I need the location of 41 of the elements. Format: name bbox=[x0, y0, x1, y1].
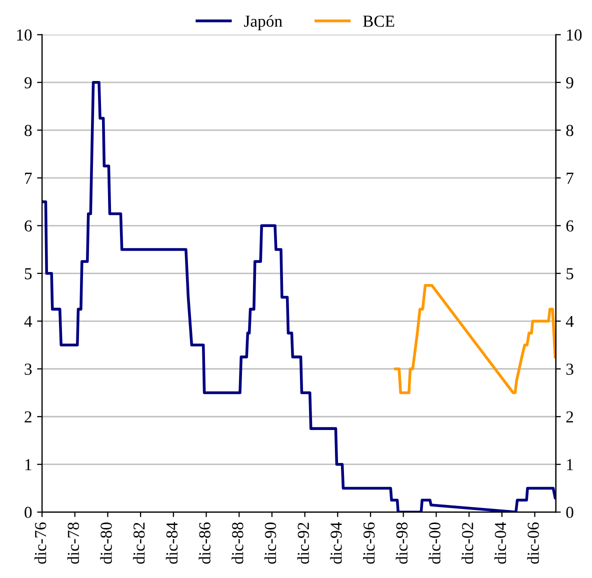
y-tick-label: 1 bbox=[25, 459, 32, 470]
y-tick-label: 2 bbox=[24, 411, 32, 422]
x-tick-label: dic-88 bbox=[232, 522, 244, 564]
y-tick-label: 6 bbox=[24, 220, 32, 232]
y2-tick-label: 1 bbox=[567, 459, 573, 470]
x-tick-label: dic-98 bbox=[396, 522, 408, 564]
y-tick-label: 8 bbox=[24, 124, 32, 136]
y2-tick-label: 7 bbox=[566, 172, 574, 184]
y2-tick-label: 2 bbox=[566, 411, 574, 422]
y-tick-label: 3 bbox=[24, 364, 32, 375]
y-tick-label: 10 bbox=[17, 29, 32, 41]
x-tick-label: dic-86 bbox=[198, 522, 210, 564]
x-tick-label: dic-92 bbox=[297, 522, 309, 564]
x-tick-label: dic-84 bbox=[166, 522, 178, 564]
x-tick-label: dic-78 bbox=[67, 522, 80, 564]
y2-tick-label: 4 bbox=[566, 316, 574, 327]
y-tick-label: 5 bbox=[24, 268, 32, 280]
line-series bbox=[394, 284, 556, 394]
x-tick-label: dic-94 bbox=[330, 522, 342, 564]
y2-tick-label: 8 bbox=[566, 124, 574, 136]
legend-label: BCE bbox=[363, 16, 394, 27]
x-tick-label: dic-90 bbox=[264, 522, 276, 564]
x-tick-label: dic-06 bbox=[527, 522, 539, 564]
y2-tick-label: 10 bbox=[567, 29, 582, 41]
x-tick-label: dic-82 bbox=[133, 522, 145, 564]
y-tick-label: 0 bbox=[24, 506, 32, 518]
x-tick-label: dic-02 bbox=[461, 522, 474, 564]
x-tick-label: dic-04 bbox=[494, 522, 506, 564]
y2-tick-label: 6 bbox=[566, 220, 574, 232]
x-tick-label: dic-80 bbox=[100, 522, 112, 564]
y2-tick-label: 3 bbox=[566, 364, 574, 375]
y-tick-label: 4 bbox=[24, 316, 32, 327]
x-tick-label: dic-76 bbox=[34, 522, 46, 564]
x-tick-label: dic-96 bbox=[362, 522, 375, 564]
y2-tick-label: 0 bbox=[566, 506, 574, 518]
y2-tick-label: 5 bbox=[566, 268, 574, 280]
y2-tick-label: 9 bbox=[566, 77, 574, 88]
legend-label: Japón bbox=[244, 15, 282, 30]
x-tick-label: dic-00 bbox=[428, 522, 440, 564]
y-tick-label: 7 bbox=[25, 172, 32, 184]
y-tick-label: 9 bbox=[24, 77, 32, 88]
